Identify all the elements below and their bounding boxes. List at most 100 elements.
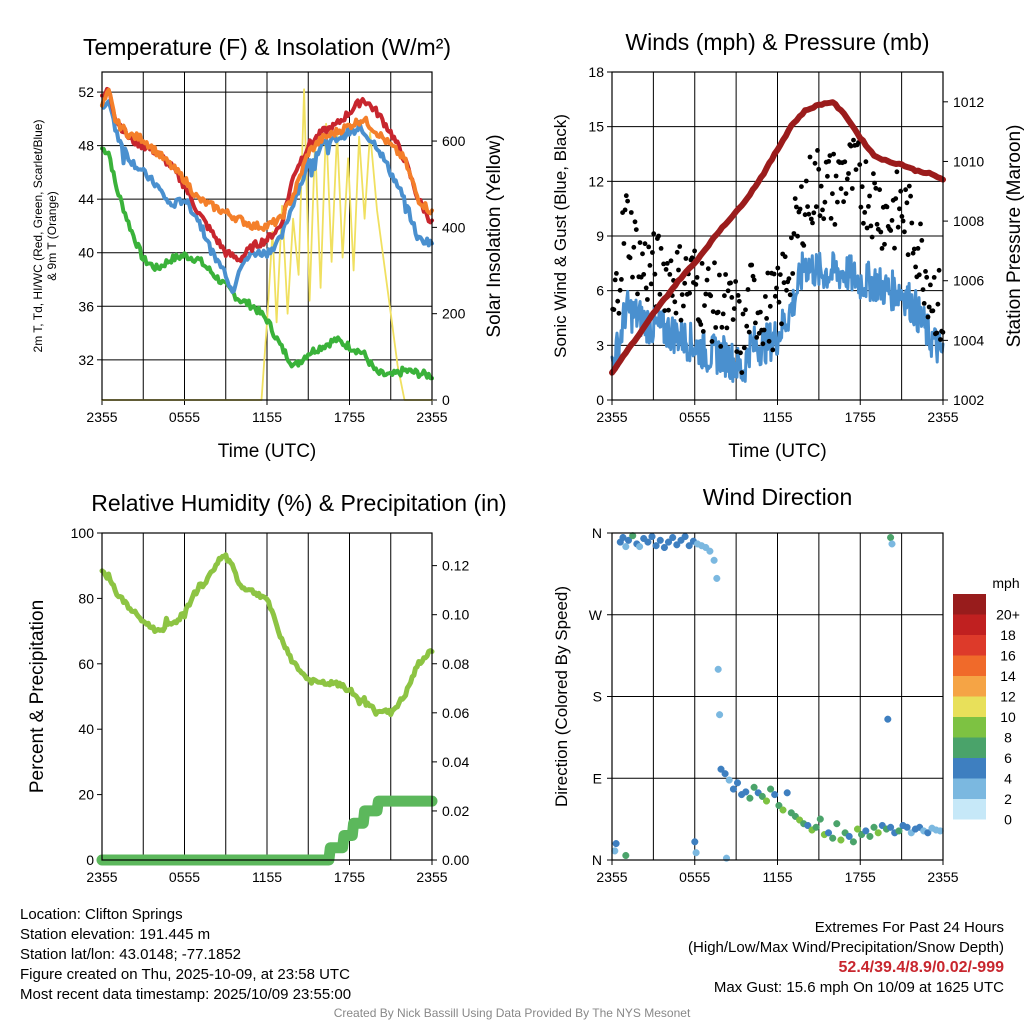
temp-xtick-label: 0555 (169, 409, 200, 425)
wind-gust-point (805, 204, 810, 210)
elevation-text: Station elevation: 191.445 m (20, 926, 211, 943)
wind-gust-point (637, 240, 643, 246)
wind-gust-point (682, 280, 688, 286)
colorbar-label: 8 (1004, 729, 1012, 745)
wind-gust-point (616, 310, 622, 316)
wind-gust-point (776, 299, 782, 305)
wind-gust-point (835, 199, 840, 205)
dir-ytick-label: N (592, 852, 602, 868)
rh-xtick-label: 1755 (334, 869, 365, 885)
wind-gust-point (733, 279, 738, 284)
dir-data-point (681, 533, 689, 541)
dir-data-point (816, 815, 824, 823)
wind-gust-point (816, 166, 822, 172)
wind-gust-point (704, 277, 710, 283)
wind-gust-point (617, 287, 623, 293)
wind-gust-point (934, 330, 940, 336)
dir-data-point (692, 849, 700, 857)
wind-gust-point (810, 220, 815, 226)
wind-x-axis-label: Time (UTC) (728, 441, 827, 462)
dir-xtick-label: 1755 (845, 869, 876, 885)
colorbar-label: 14 (1000, 668, 1016, 684)
wind-gust-point (621, 241, 627, 246)
dir-ytick-label: S (593, 689, 602, 705)
temp-plot-border (101, 71, 433, 401)
dir-data-point (742, 788, 750, 796)
dir-data-point (895, 827, 903, 835)
wind-gust-point (645, 297, 650, 302)
colorbar-label: 4 (1004, 770, 1012, 786)
wind-gust-point (728, 280, 733, 286)
dir-data-point (644, 538, 652, 546)
wind-gust-point (664, 261, 670, 266)
wind-gust-point (760, 341, 766, 347)
dir-data-point (837, 836, 845, 844)
wind-gust-point (683, 256, 689, 261)
wind-gust-point (615, 298, 621, 304)
wind-gust-point (641, 272, 647, 277)
temp-ytick-label: 44 (78, 191, 94, 207)
wind-gust-point (666, 307, 671, 313)
rh-series-precipitation (96, 795, 438, 866)
dir-data-point (622, 851, 630, 860)
wind-gust-point (767, 303, 773, 309)
wind-ytick-label: 9 (596, 228, 604, 244)
wind-gust-point (743, 307, 748, 313)
wind-xtick-label: 0555 (679, 409, 710, 425)
wind-gust-point (843, 191, 849, 197)
dir-data-point (924, 829, 932, 837)
wind-gust-point (771, 271, 777, 277)
wind-gust-point (772, 293, 778, 299)
wind-gust-point (899, 214, 905, 219)
dir-data-point (729, 785, 737, 793)
wind-gust-point (861, 220, 866, 226)
wind-gust-point (844, 176, 850, 182)
wind-gust-point (913, 264, 918, 270)
dir-ytick-label: W (589, 607, 603, 623)
rh-y2tick-label: 0.02 (442, 803, 469, 819)
wind-gust-point (694, 275, 700, 280)
wind-gust-point (764, 316, 769, 321)
wind-gust-point (643, 285, 649, 291)
rh-xtick-label: 1155 (252, 869, 282, 885)
dir-data-point (710, 556, 718, 564)
wind-gust-point (801, 243, 807, 248)
wind-chart-title: Winds (mph) & Pressure (mb) (625, 29, 929, 55)
wind-gust-point (657, 291, 663, 297)
wind-gust-point (895, 224, 901, 230)
dir-xtick-label: 2355 (927, 869, 958, 885)
wind-gust-point (627, 255, 633, 261)
wind-gust-point (633, 227, 639, 233)
wind-gust-point (786, 276, 792, 282)
rh-y2tick-label: 0.04 (442, 754, 469, 770)
colorbar-label: 16 (1000, 647, 1016, 663)
wind-gust-point (740, 311, 746, 317)
dir-data-point (714, 665, 722, 673)
wind-gust-point (679, 292, 685, 297)
wind-gust-point (878, 229, 884, 235)
wind-gust-point (709, 339, 715, 344)
dir-data-point (758, 792, 766, 800)
wind-gust-point (731, 306, 737, 311)
wind-gust-point (868, 223, 874, 229)
rh-ytick-label: 40 (78, 721, 94, 737)
colorbar-swatch (953, 614, 986, 635)
wind-gust-point (795, 233, 800, 239)
wind-gust-point (832, 222, 838, 227)
wind-gust-point (820, 207, 825, 213)
temp-ytick-label: 40 (78, 245, 94, 261)
wind-gust-point (720, 311, 726, 317)
rh-y2tick-label: 0.06 (442, 705, 469, 721)
wind-ytick-label: 6 (596, 283, 604, 299)
latlon-text: Station lat/lon: 43.0148; -77.1852 (20, 946, 242, 963)
wind-gust-point (821, 216, 827, 222)
dir-data-point (833, 820, 841, 828)
wind-series-sonic-wind (610, 251, 945, 383)
wind-gust-point (693, 282, 699, 287)
rh-ytick-label: 0 (86, 852, 94, 868)
dir-data-point (804, 821, 812, 830)
dir-data-point (673, 541, 681, 549)
station-info: Location: Clifton Springs Station elevat… (20, 905, 351, 1005)
wind-gust-point (746, 329, 752, 335)
wind-gust-point (687, 290, 692, 296)
